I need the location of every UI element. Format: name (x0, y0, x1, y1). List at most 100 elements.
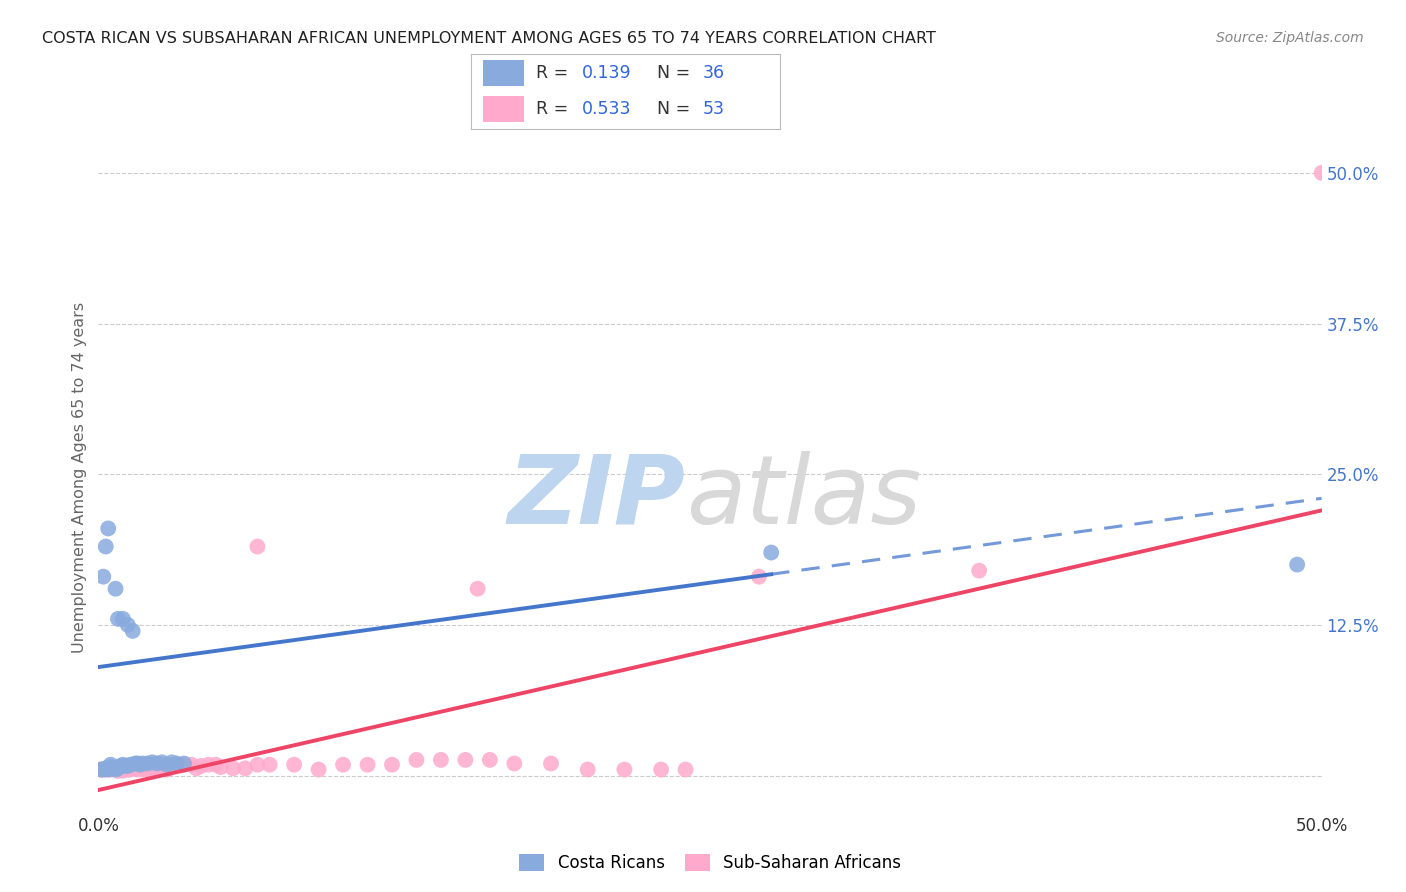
Point (650, 763, 672, 777)
Point (97, 763, 120, 777)
Point (197, 757, 219, 772)
Point (576, 763, 599, 777)
Text: R =: R = (536, 100, 574, 118)
Point (91, 763, 114, 777)
Point (332, 757, 354, 772)
Point (173, 756, 195, 771)
Point (117, 759, 139, 773)
Point (180, 757, 202, 772)
Point (308, 763, 330, 777)
Text: N =: N = (657, 64, 696, 82)
Point (104, 763, 127, 777)
Point (503, 756, 526, 771)
Point (110, 759, 132, 773)
Point (97, 521, 120, 535)
Point (166, 756, 188, 771)
Point (205, 757, 228, 772)
Point (405, 753, 427, 767)
Point (90, 763, 112, 777)
Text: 0.533: 0.533 (582, 100, 631, 118)
Point (117, 763, 139, 777)
Text: COSTA RICAN VS SUBSAHARAN AFRICAN UNEMPLOYMENT AMONG AGES 65 TO 74 YEARS CORRELA: COSTA RICAN VS SUBSAHARAN AFRICAN UNEMPL… (42, 31, 936, 46)
Bar (484, 96, 523, 122)
Point (120, 757, 142, 772)
Point (160, 756, 183, 770)
Point (967, 564, 990, 578)
Point (540, 756, 562, 771)
Text: Source: ZipAtlas.com: Source: ZipAtlas.com (1216, 31, 1364, 45)
Point (104, 763, 127, 777)
Point (100, 757, 122, 772)
Point (124, 756, 146, 771)
Bar (484, 61, 523, 87)
Point (94, 540, 117, 554)
Point (166, 757, 188, 772)
Point (91, 763, 114, 777)
Point (246, 540, 269, 554)
Point (131, 756, 153, 771)
Legend: Costa Ricans, Sub-Saharan Africans: Costa Ricans, Sub-Saharan Africans (510, 846, 910, 880)
Text: atlas: atlas (686, 450, 921, 544)
Point (430, 753, 453, 767)
Point (114, 759, 136, 773)
Point (675, 763, 697, 777)
Point (97, 763, 120, 777)
Text: N =: N = (657, 100, 696, 118)
Point (111, 757, 134, 772)
Point (136, 763, 159, 777)
Point (146, 763, 169, 777)
Text: ZIP: ZIP (508, 450, 686, 544)
Point (94, 761, 117, 775)
Point (190, 759, 212, 773)
Point (1310, 166, 1333, 180)
Point (101, 763, 124, 777)
Point (127, 756, 149, 771)
Point (173, 757, 195, 772)
Point (381, 757, 404, 772)
Point (111, 764, 134, 778)
Point (186, 761, 208, 775)
Point (90, 763, 112, 777)
Text: 36: 36 (703, 64, 725, 82)
Point (246, 757, 269, 772)
Point (150, 760, 173, 774)
Point (104, 582, 127, 596)
Point (761, 545, 783, 559)
Point (356, 757, 378, 772)
Point (121, 624, 143, 638)
Point (120, 763, 142, 777)
Point (259, 757, 281, 772)
Point (613, 763, 636, 777)
Point (156, 757, 179, 772)
Text: 0.139: 0.139 (582, 64, 631, 82)
Point (107, 761, 129, 775)
Point (209, 760, 232, 774)
Point (111, 612, 134, 626)
Point (160, 759, 183, 773)
Point (1286, 558, 1309, 572)
Point (91, 569, 114, 583)
Text: R =: R = (536, 64, 574, 82)
Point (124, 761, 146, 775)
Point (127, 763, 149, 777)
Point (454, 753, 477, 767)
Point (478, 753, 501, 767)
Point (136, 756, 159, 771)
Point (100, 763, 122, 777)
Point (150, 756, 173, 770)
Point (100, 760, 122, 774)
Point (283, 757, 305, 772)
Point (467, 582, 489, 596)
Point (748, 569, 770, 583)
Point (107, 764, 129, 778)
Point (117, 618, 139, 632)
Point (107, 612, 129, 626)
Point (141, 761, 163, 775)
Text: 53: 53 (703, 100, 725, 118)
Point (156, 763, 179, 777)
Point (131, 763, 153, 777)
Point (110, 763, 132, 777)
Point (129, 757, 152, 772)
Y-axis label: Unemployment Among Ages 65 to 74 years: Unemployment Among Ages 65 to 74 years (72, 301, 87, 653)
Point (101, 761, 124, 775)
